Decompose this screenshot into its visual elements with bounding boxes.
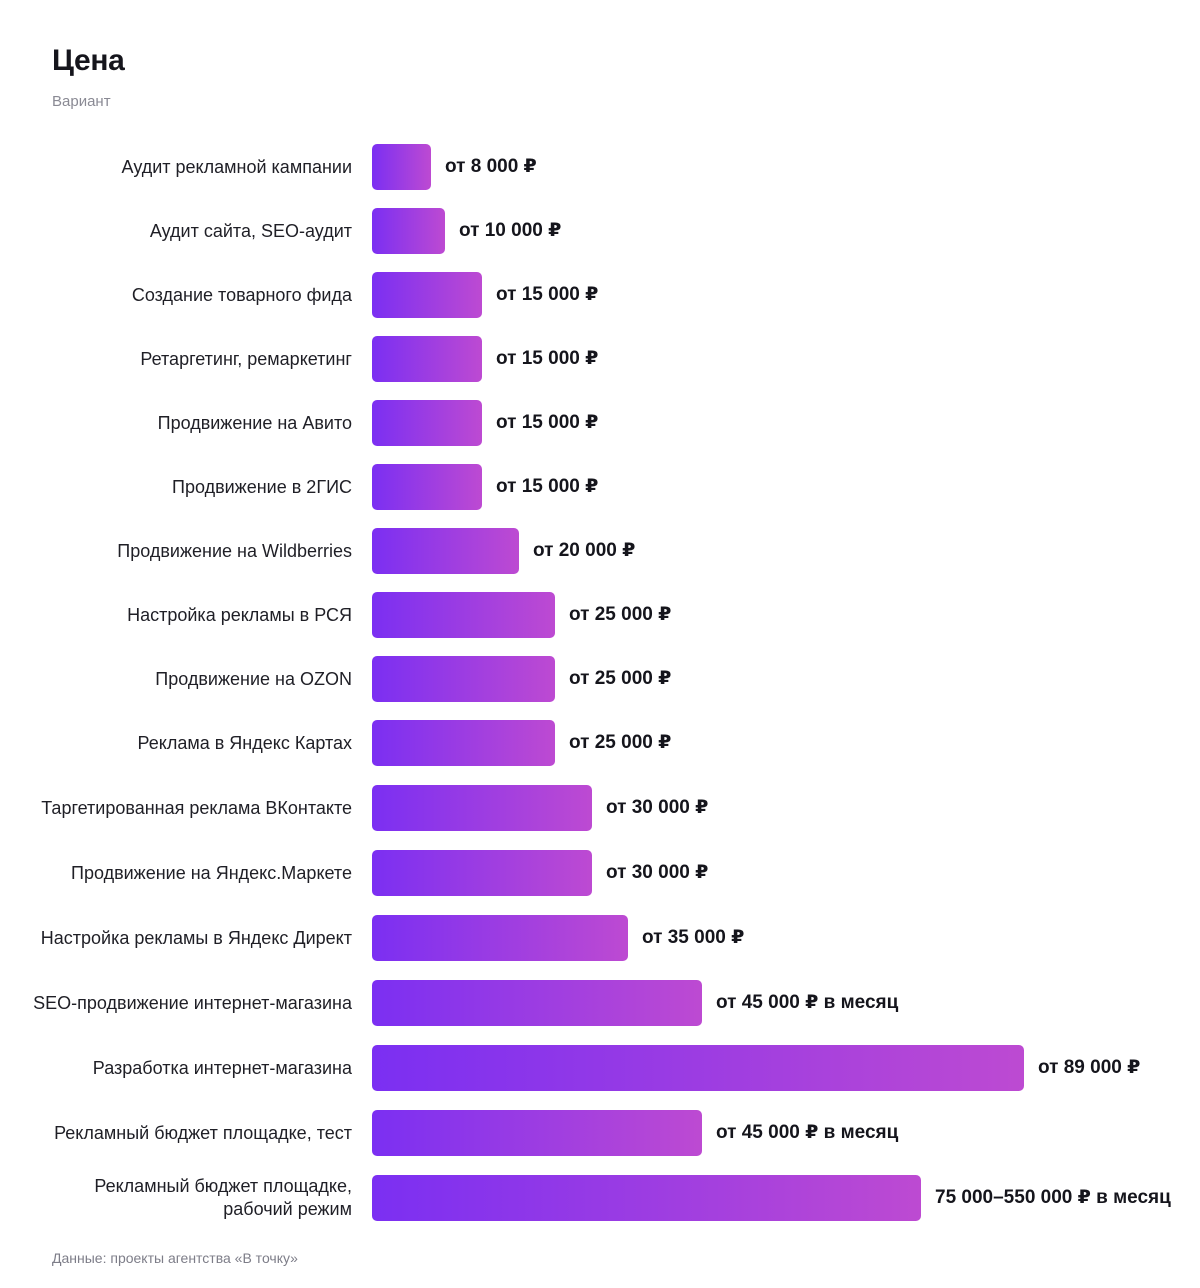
category-label: Рекламный бюджет площадке, тест: [54, 1123, 352, 1143]
category-label: Продвижение на Wildberries: [117, 541, 352, 561]
chart-subtitle: Вариант: [52, 93, 111, 110]
category-label: Реклама в Яндекс Картах: [137, 733, 352, 753]
value-label: от 20 000 ₽: [533, 540, 636, 561]
value-label: от 45 000 ₽ в месяц: [716, 1122, 899, 1143]
category-label: Аудит сайта, SEO-аудит: [149, 221, 352, 241]
value-label: от 30 000 ₽: [606, 797, 709, 818]
chart-title: Цена: [52, 44, 125, 77]
value-label: 75 000–550 000 ₽ в месяц: [935, 1187, 1171, 1208]
category-label: Аудит рекламной кампании: [121, 157, 352, 177]
bar: [372, 1110, 702, 1156]
bar: [372, 528, 519, 574]
value-label: от 35 000 ₽: [642, 927, 745, 948]
category-label: Ретаргетинг, ремаркетинг: [140, 349, 352, 369]
category-label: Продвижение на Авито: [157, 413, 352, 433]
category-label: Рекламный бюджет площадке, рабочий режим: [94, 1176, 352, 1219]
value-label: от 30 000 ₽: [606, 862, 709, 883]
category-label: Создание товарного фида: [131, 285, 352, 305]
bar: [372, 144, 431, 190]
category-label: Таргетированная реклама ВКонтакте: [41, 798, 352, 818]
bar: [372, 1045, 1024, 1091]
bar: [372, 915, 628, 961]
bar: [372, 980, 702, 1026]
bar: [372, 272, 482, 318]
bar: [372, 464, 482, 510]
category-label: Продвижение на OZON: [155, 669, 352, 689]
bar: [372, 656, 555, 702]
value-label: от 10 000 ₽: [459, 220, 562, 241]
value-label: от 89 000 ₽: [1038, 1057, 1141, 1078]
category-label: Разработка интернет-магазина: [92, 1058, 352, 1078]
source-note: Данные: проекты агентства «В точку»: [52, 1250, 298, 1266]
value-label: от 8 000 ₽: [445, 156, 537, 177]
bar: [372, 208, 445, 254]
bar: [372, 400, 482, 446]
value-label: от 25 000 ₽: [569, 732, 672, 753]
value-label: от 15 000 ₽: [496, 348, 599, 369]
category-label: Настройка рекламы в РСЯ: [127, 605, 352, 625]
category-label: SEO-продвижение интернет-магазина: [33, 993, 352, 1013]
value-label: от 15 000 ₽: [496, 412, 599, 433]
bar: [372, 785, 592, 831]
bar: [372, 592, 555, 638]
bar: [372, 1175, 921, 1221]
value-label: от 15 000 ₽: [496, 476, 599, 497]
value-label: от 45 000 ₽ в месяц: [716, 992, 899, 1013]
bar: [372, 336, 482, 382]
value-label: от 15 000 ₽: [496, 284, 599, 305]
value-label: от 25 000 ₽: [569, 604, 672, 625]
bar: [372, 720, 555, 766]
category-label: Продвижение в 2ГИС: [172, 477, 352, 497]
bar: [372, 850, 592, 896]
category-label: Продвижение на Яндекс.Маркете: [71, 863, 352, 883]
value-label: от 25 000 ₽: [569, 668, 672, 689]
category-label: Настройка рекламы в Яндекс Директ: [40, 928, 352, 948]
